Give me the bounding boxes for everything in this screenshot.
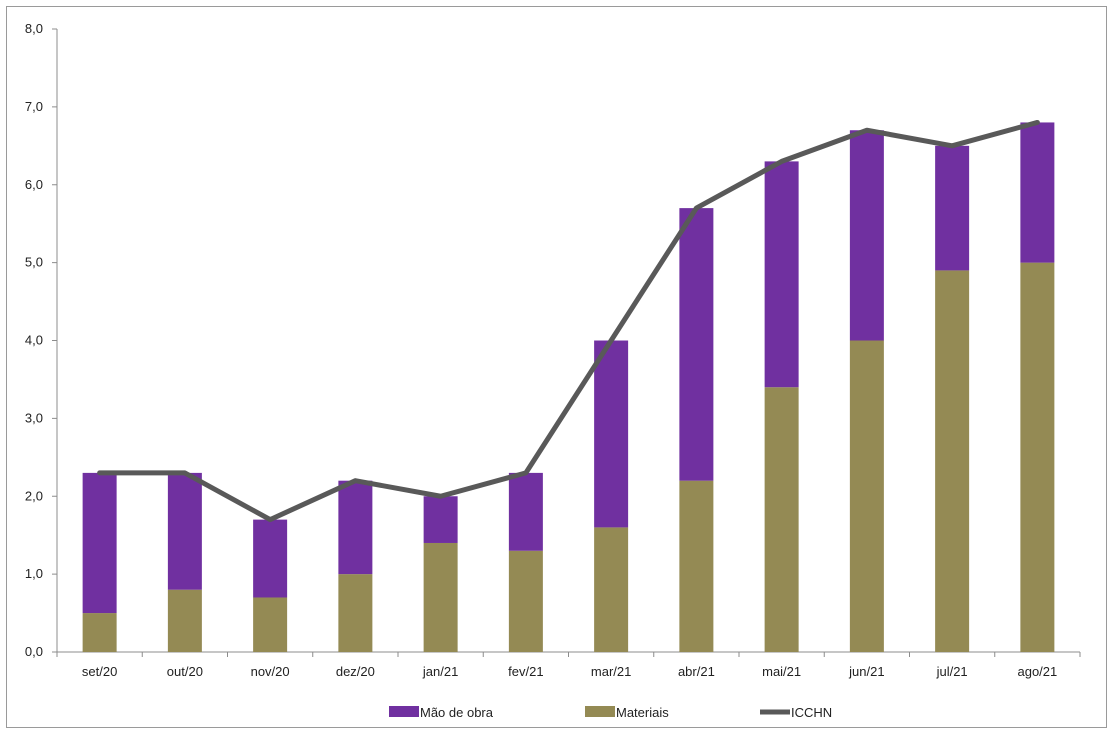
icchn-line (97, 119, 1040, 523)
bars (82, 122, 1055, 652)
bar-mao-de-obra (338, 480, 373, 575)
y-tick-label: 5,0 (25, 255, 43, 270)
bar-mao-de-obra (508, 472, 543, 551)
bar-mao-de-obra (849, 130, 884, 341)
bar-mao-de-obra (423, 496, 458, 543)
legend-label-icchn: ICCHN (791, 705, 832, 720)
x-tick-label: dez/20 (336, 664, 375, 679)
bar-materiais (764, 387, 799, 652)
bar-mao-de-obra (82, 472, 117, 614)
legend-label-mao-de-obra: Mão de obra (420, 705, 494, 720)
legend-swatch-mao-de-obra (389, 706, 419, 717)
bar-materiais (508, 550, 543, 652)
y-tick-label: 7,0 (25, 99, 43, 114)
bar-materiais (423, 542, 458, 652)
x-tick-label: ago/21 (1017, 664, 1057, 679)
bar-mao-de-obra (253, 519, 288, 598)
bar-materiais (338, 574, 373, 652)
y-tick-label: 1,0 (25, 566, 43, 581)
legend-label-materiais: Materiais (616, 705, 669, 720)
x-tick-label: nov/20 (251, 664, 290, 679)
bar-materiais (82, 613, 117, 652)
x-tick-label: mai/21 (762, 664, 801, 679)
y-tick-label: 0,0 (25, 644, 43, 659)
x-tick-label: fev/21 (508, 664, 543, 679)
bar-materiais (679, 480, 714, 652)
y-tick-label: 4,0 (25, 333, 43, 348)
bar-materiais (1020, 262, 1055, 652)
icchn-series-line (97, 119, 1040, 523)
bar-materiais (935, 270, 970, 652)
bar-materiais (594, 527, 629, 652)
y-tick-label: 3,0 (25, 410, 43, 425)
bar-mao-de-obra (1020, 122, 1055, 263)
bar-mao-de-obra (167, 472, 202, 590)
x-tick-label: mar/21 (591, 664, 631, 679)
x-tick-label: jan/21 (422, 664, 458, 679)
x-tick-label: jul/21 (936, 664, 968, 679)
y-tick-label: 2,0 (25, 488, 43, 503)
x-tick-label: out/20 (167, 664, 203, 679)
x-tick-label: abr/21 (678, 664, 715, 679)
y-tick-label: 8,0 (25, 21, 43, 36)
axes (52, 28, 1081, 657)
bar-mao-de-obra (764, 161, 799, 388)
legend: Mão de obra Materiais ICCHN (389, 705, 832, 720)
bar-mao-de-obra (679, 208, 714, 481)
bar-materiais (253, 597, 288, 652)
bar-mao-de-obra (594, 340, 629, 528)
x-tick-labels: set/20 out/20 nov/20 dez/20 jan/21 fev/21 mar/… (82, 664, 1057, 679)
x-tick-label: set/20 (82, 664, 117, 679)
legend-swatch-materiais (585, 706, 615, 717)
bar-materiais (849, 340, 884, 652)
y-tick-labels: 0,0 1,0 2,0 3,0 4,0 5,0 6,0 7,0 8,0 (25, 21, 43, 659)
bar-mao-de-obra (935, 145, 970, 271)
x-tick-label: jun/21 (848, 664, 884, 679)
y-tick-label: 6,0 (25, 177, 43, 192)
bar-materiais (167, 589, 202, 652)
